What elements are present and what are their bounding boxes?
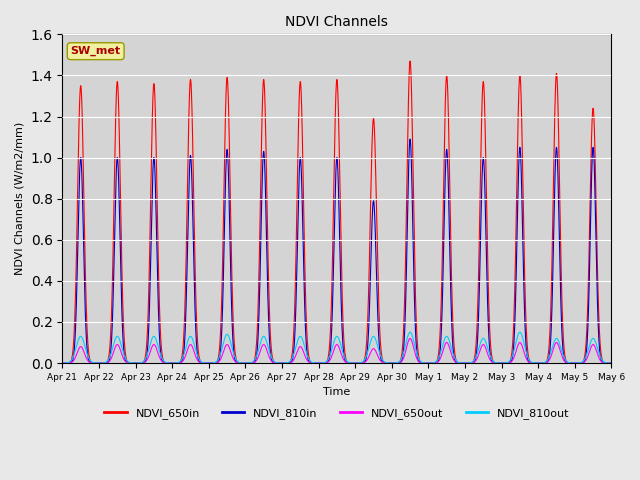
Text: SW_met: SW_met <box>70 46 121 56</box>
NDVI_650in <box>305 356 313 361</box>
NDVI_650out <box>536 360 543 366</box>
NDVI_650out <box>406 336 414 341</box>
NDVI_650out <box>551 342 559 348</box>
Line: NDVI_810in: NDVI_810in <box>63 139 611 363</box>
Line: NDVI_810out: NDVI_810out <box>63 332 611 363</box>
NDVI_810in <box>409 222 417 228</box>
NDVI_810out <box>59 360 67 366</box>
NDVI_650in <box>551 113 559 119</box>
NDVI_810out <box>516 329 524 335</box>
NDVI_810in <box>607 360 615 366</box>
NDVI_810out <box>600 359 608 365</box>
Y-axis label: NDVI Channels (W/m2/mm): NDVI Channels (W/m2/mm) <box>15 122 25 276</box>
NDVI_650in <box>409 153 417 158</box>
NDVI_810out <box>606 360 614 366</box>
Legend: NDVI_650in, NDVI_810in, NDVI_650out, NDVI_810out: NDVI_650in, NDVI_810in, NDVI_650out, NDV… <box>100 403 574 423</box>
NDVI_810out <box>551 337 559 343</box>
NDVI_650out <box>600 360 608 366</box>
NDVI_810out <box>305 357 313 362</box>
NDVI_810in <box>59 360 67 366</box>
Title: NDVI Channels: NDVI Channels <box>285 15 388 29</box>
NDVI_810out <box>607 360 615 366</box>
NDVI_650out <box>606 360 614 366</box>
NDVI_810in <box>305 359 313 365</box>
NDVI_810in <box>551 184 559 190</box>
NDVI_650out <box>409 341 417 347</box>
NDVI_650out <box>607 360 615 366</box>
NDVI_810in <box>536 360 543 366</box>
NDVI_650in <box>536 360 543 366</box>
NDVI_810out <box>409 335 417 340</box>
NDVI_650out <box>305 360 313 365</box>
X-axis label: Time: Time <box>323 387 351 397</box>
NDVI_650in <box>600 360 608 365</box>
NDVI_650in <box>406 58 414 64</box>
NDVI_650in <box>59 360 67 366</box>
NDVI_650in <box>606 360 614 366</box>
NDVI_810in <box>406 136 414 142</box>
Line: NDVI_650out: NDVI_650out <box>63 338 611 363</box>
NDVI_810in <box>606 360 614 366</box>
NDVI_810out <box>536 360 543 366</box>
NDVI_650out <box>59 360 67 366</box>
Line: NDVI_650in: NDVI_650in <box>63 61 611 363</box>
NDVI_650in <box>607 360 615 366</box>
NDVI_810in <box>600 360 608 366</box>
